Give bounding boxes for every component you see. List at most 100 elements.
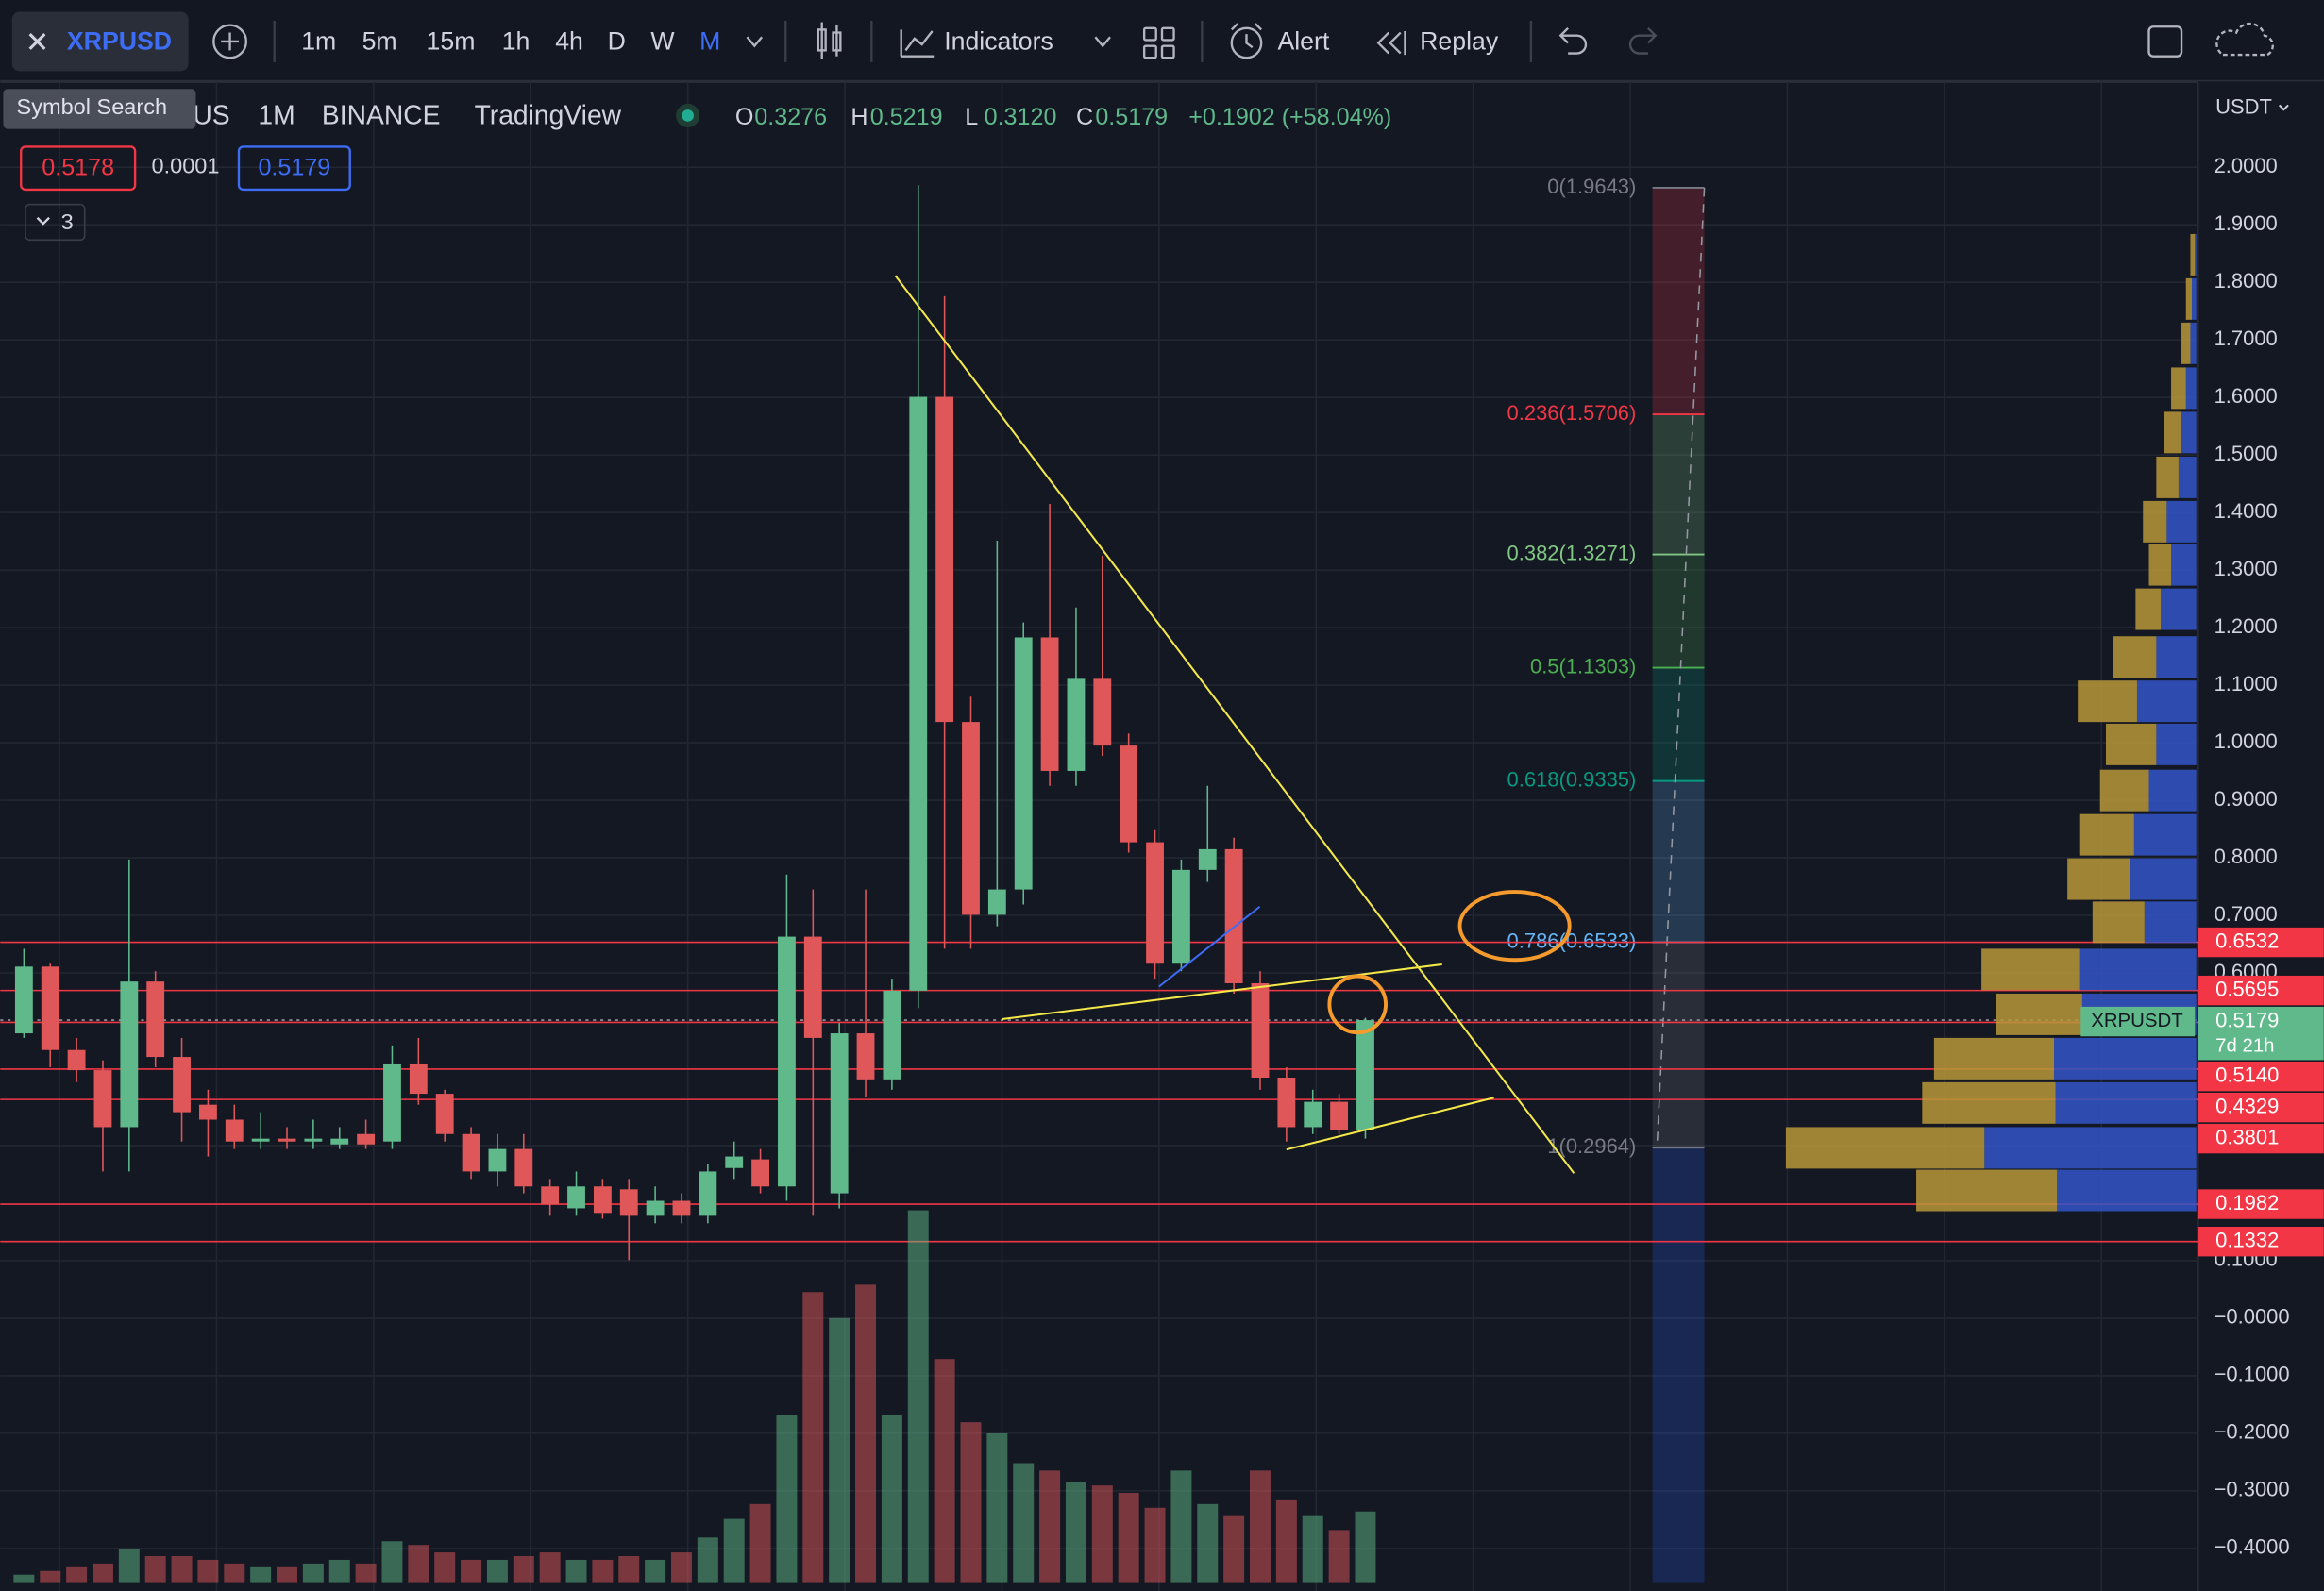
volume-bar [645,1559,666,1583]
volume-profile-up [2099,769,2149,812]
fullscreen-icon[interactable] [2147,25,2183,58]
symbol-name[interactable]: XRPUSD [67,27,172,56]
trend-line[interactable] [1158,905,1261,988]
volume-profile-down [2185,367,2197,410]
plot [13,185,2197,1583]
tooltip [3,89,196,129]
y-tick-label: 1.9000 [2215,211,2278,235]
close-icon[interactable] [28,32,46,50]
chart-type-icon[interactable] [817,22,842,59]
trend-line[interactable] [1286,1097,1494,1151]
highlight-circle[interactable] [1327,974,1389,1035]
ask-price[interactable]: 0.5179 [258,155,330,181]
volume-profile-down [2055,1081,2197,1124]
interval-button[interactable]: 5m [362,27,397,56]
candle-body [225,1119,244,1142]
volume-profile-down [2161,588,2197,630]
ohlc-key: H [850,104,867,130]
alert-icon[interactable] [1230,23,1263,59]
candle-body [987,889,1006,915]
ohlc-key: O [735,104,754,130]
volume-bar [1118,1493,1139,1583]
interval-dropdown[interactable] [746,36,764,48]
y-tick-label: −0.1000 [2215,1363,2290,1386]
volume-bar [486,1559,508,1583]
candle-body [1014,637,1033,890]
candle-body [409,1063,428,1095]
candle-body [619,1189,638,1216]
volume-profile-down [2181,411,2197,454]
price-tag [2198,1226,2324,1257]
volume-bar [934,1359,955,1583]
candle-body [330,1138,349,1145]
y-tick-label: 2.0000 [2215,154,2278,177]
volume-profile-up [2078,680,2137,723]
candle-body [173,1057,191,1113]
ohlc-key: C [1076,104,1093,130]
price-tag [2198,1006,2324,1061]
highlight-ellipse[interactable] [1457,890,1572,963]
indicators-dropdown[interactable] [1094,36,1111,48]
interval-button[interactable]: 1h [502,27,530,56]
volume-bar [461,1559,482,1583]
indicators-toggle[interactable] [25,203,86,242]
trend-line[interactable] [894,275,1575,1174]
volume-profile-up [1933,1037,2055,1080]
candle-body [725,1156,744,1168]
add-symbol-icon[interactable] [212,24,248,59]
fib-zone [1652,414,1705,555]
interval-button[interactable]: W [650,27,675,56]
undo-icon[interactable] [1558,26,1588,55]
volume-profile-down [2192,277,2197,320]
volume-bar [1275,1499,1297,1583]
interval-button[interactable]: 15m [427,27,476,56]
volume-bar [13,1574,35,1583]
indicators-icon[interactable] [900,29,935,58]
fib-label: 1(0.2964) [1547,1134,1636,1158]
replay-button[interactable]: Replay [1420,27,1499,56]
volume-bar [986,1432,1008,1583]
candle-body [435,1094,454,1134]
volume-profile-up [2135,588,2162,630]
ask-box[interactable] [237,145,351,192]
symbol-tag-label: XRPUSDT [2091,1011,2182,1031]
candle-body [909,396,928,991]
volume-bar [565,1559,587,1583]
ohlc-value: 0.3120 [985,104,1057,130]
alert-button[interactable]: Alert [1277,27,1329,56]
replay-icon[interactable] [1376,30,1406,56]
volume-bar [723,1518,745,1583]
currency-selector[interactable]: USDT [2215,94,2272,118]
candle-body [1093,678,1112,746]
volume-bar [381,1541,403,1583]
interval-button[interactable]: 4h [555,27,583,56]
volume-profile-down [2148,769,2197,812]
toolbar-separators [273,20,1533,62]
fib-label: 0.786(0.6533) [1507,929,1637,952]
redo-icon[interactable] [1628,26,1658,55]
indicators-button[interactable]: Indicators [944,27,1053,56]
volume-bar [855,1284,877,1583]
volume-profile-up [2185,277,2193,320]
bid-box[interactable] [20,145,137,192]
price-tag [2198,1123,2324,1154]
trend-line[interactable] [1002,963,1442,1021]
volume-profile-down [2190,322,2197,364]
symbol-button[interactable] [11,11,189,72]
volume-profile-up [1922,1081,2056,1124]
candle-body [120,981,139,1128]
volume-profile-down [2171,544,2197,586]
bid-price[interactable]: 0.5178 [42,155,114,181]
candle-body [856,1033,875,1080]
volume-bar [592,1559,614,1583]
layout-icon[interactable] [1142,26,1175,59]
market-status-dot-core [682,109,694,122]
interval-button[interactable]: 1m [301,27,336,56]
fib-label: 0.236(1.5706) [1507,401,1637,425]
y-tick-label: −0.4000 [2215,1535,2290,1559]
volume-bar [302,1563,324,1583]
cloud-icon[interactable] [2215,22,2274,57]
y-tick-label: 1.4000 [2215,499,2278,523]
interval-button[interactable]: M [699,27,720,56]
interval-button[interactable]: D [608,27,626,56]
